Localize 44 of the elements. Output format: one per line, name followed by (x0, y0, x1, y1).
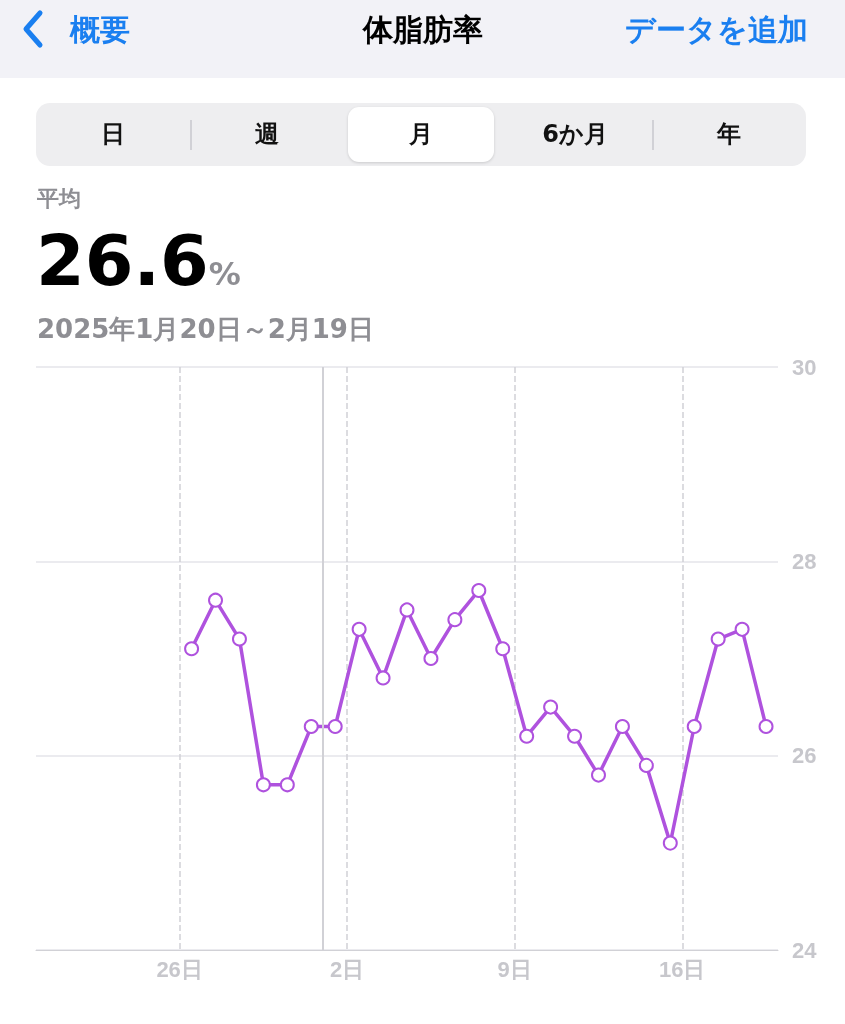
x-tick-label: 26日 (156, 956, 203, 982)
x-tick-label: 9日 (497, 956, 532, 982)
chart-subtitle: 2025年1月20日～2月19日 (37, 313, 374, 346)
point (447, 612, 463, 628)
point (758, 719, 774, 735)
point (710, 631, 726, 647)
point (399, 602, 415, 618)
point (686, 719, 702, 735)
point (471, 582, 487, 598)
y-tick-label: 30 (792, 354, 817, 380)
text: 週 (254, 119, 280, 150)
point (567, 728, 583, 744)
point (303, 719, 319, 735)
point (614, 719, 630, 735)
point (375, 670, 391, 686)
text: 月 (348, 107, 494, 162)
text: 年 (715, 119, 742, 150)
y-tick-label: 26 (792, 743, 817, 769)
point (184, 641, 200, 657)
point (519, 728, 535, 744)
point (543, 699, 559, 715)
point (495, 641, 511, 657)
point (231, 631, 247, 647)
point (255, 777, 271, 793)
x-tick-label: 2日 (330, 956, 365, 982)
text: 平均 (37, 185, 81, 213)
text: 日 (100, 119, 126, 150)
point (351, 621, 367, 637)
y-tick-label: 24 (792, 937, 818, 963)
point (208, 592, 224, 608)
y-tick-label: 28 (792, 548, 817, 574)
point (327, 719, 343, 735)
point (734, 621, 750, 637)
point (279, 777, 295, 793)
point (638, 757, 654, 773)
point (591, 767, 606, 783)
x-tick-label: 16日 (659, 956, 706, 982)
text: 26.6% (36, 220, 241, 302)
text: 6か月 (541, 119, 609, 150)
text: データを追加 (625, 11, 808, 49)
text: 概要 (70, 11, 130, 49)
point (423, 651, 439, 666)
chart-title: 体脂肪率 (362, 12, 483, 47)
point (662, 835, 678, 851)
